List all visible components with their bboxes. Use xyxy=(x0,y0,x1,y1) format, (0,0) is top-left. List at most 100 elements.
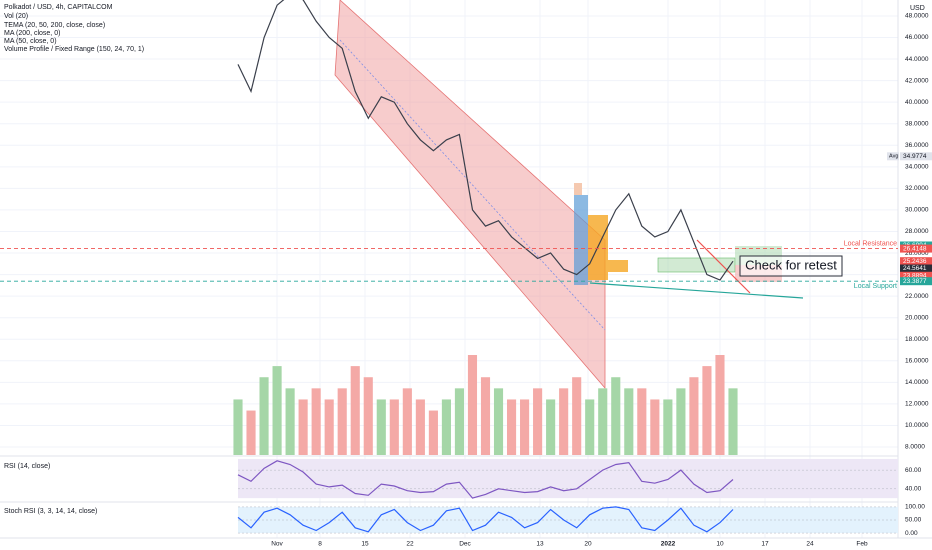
x-tick-label: 8 xyxy=(318,541,322,548)
volume-bar xyxy=(363,377,373,455)
legend-line: TEMA (20, 50, 200, close, close) xyxy=(4,22,105,29)
price-label-box xyxy=(900,271,932,280)
x-tick-label: Nov xyxy=(271,541,283,548)
volume-bar xyxy=(376,399,386,455)
volume-bar xyxy=(311,388,321,455)
price-label: 23.8894 xyxy=(903,273,927,280)
x-tick-label: 22 xyxy=(406,541,414,548)
note-box xyxy=(739,255,843,277)
legend-line: MA (50, close, 0) xyxy=(4,38,57,45)
volume-bar xyxy=(454,388,465,455)
avg-value: 34.9774 xyxy=(903,153,927,160)
volume-bar xyxy=(611,377,621,455)
y-tick-label: 8.0000 xyxy=(905,444,925,451)
price-label-box xyxy=(900,264,932,273)
y-tick-label: 46.0000 xyxy=(905,34,929,41)
legend-line: Polkadot / USD, 4h, CAPITALCOM xyxy=(4,4,113,11)
y-tick-label: 42.0000 xyxy=(905,77,929,84)
y-tick-label: 30.0000 xyxy=(905,207,929,214)
volume-bar xyxy=(520,399,530,455)
y-tick-label: 0.00 xyxy=(905,530,918,537)
volume-bar xyxy=(415,399,425,455)
volume-bar xyxy=(533,388,543,455)
legend-line: MA (200, close, 0) xyxy=(4,30,60,37)
stoch-title: Stoch RSI (3, 3, 14, 14, close) xyxy=(4,508,97,515)
y-tick-label: 40.0000 xyxy=(905,99,929,106)
volume-bar xyxy=(663,399,673,455)
annotation: Local Support xyxy=(854,283,897,290)
volume-bar xyxy=(233,399,243,455)
volume-bar xyxy=(467,355,478,455)
volume-bar xyxy=(441,399,451,455)
channel-mid xyxy=(339,39,606,331)
x-tick-label: 2022 xyxy=(661,541,676,548)
x-tick-label: 17 xyxy=(761,541,769,548)
x-tick-label: 10 xyxy=(716,541,724,548)
volume-bar xyxy=(337,388,347,455)
volume-bar xyxy=(715,355,725,455)
volume-bar xyxy=(650,399,660,455)
volume-bar xyxy=(728,388,738,455)
avg-label: Avg xyxy=(889,154,898,160)
y-tick-label: 32.0000 xyxy=(905,185,929,192)
y-tick-label: 36.0000 xyxy=(905,142,929,149)
volume-profile xyxy=(574,183,628,285)
volume-bar xyxy=(493,388,504,455)
y-tick-label: 14.0000 xyxy=(905,379,929,386)
volume-bar xyxy=(572,377,582,455)
y-tick-label: 12.0000 xyxy=(905,401,929,408)
y-tick-label: 100.00 xyxy=(905,504,925,511)
y-tick-label: 10.0000 xyxy=(905,422,929,429)
x-tick-label: Feb xyxy=(856,541,868,548)
volume-bar xyxy=(559,388,569,455)
y-tick-label: 26.0000 xyxy=(905,250,929,257)
price-label-box xyxy=(900,277,932,286)
y-tick-label: 48.0000 xyxy=(905,13,929,20)
avg-tag xyxy=(887,152,899,161)
y-tick-label: 20.0000 xyxy=(905,314,929,321)
x-tick-label: 20 xyxy=(584,541,592,548)
volume-bar xyxy=(702,366,712,455)
y-tick-label: 34.0000 xyxy=(905,164,929,171)
price-label-box xyxy=(900,257,932,266)
x-tick-label: Dec xyxy=(459,541,471,548)
trendline xyxy=(696,239,751,294)
pane-band xyxy=(238,458,898,499)
x-tick-label: 24 xyxy=(806,541,814,548)
y-tick-label: 28.0000 xyxy=(905,228,929,235)
volume-bar xyxy=(480,377,491,455)
y-tick-label: 38.0000 xyxy=(905,120,929,127)
y-tick-label: 44.0000 xyxy=(905,56,929,63)
y-tick-label: 60.00 xyxy=(905,467,922,474)
price-label: 26.4148 xyxy=(903,245,927,252)
currency: USD xyxy=(910,5,925,12)
rsi-title: RSI (14, close) xyxy=(4,463,50,470)
y-tick-label: 50.00 xyxy=(905,517,922,524)
note: Check for retest xyxy=(745,257,837,272)
volume-bar xyxy=(585,399,595,455)
volume-bar xyxy=(506,399,517,455)
volume-bar xyxy=(350,366,360,455)
y-tick-label: 22.0000 xyxy=(905,293,929,300)
volume-bar xyxy=(246,410,256,455)
price-line xyxy=(237,0,734,281)
legend-line: Vol (20) xyxy=(4,13,28,20)
volume-bar xyxy=(546,399,556,455)
volume-bar xyxy=(259,377,269,455)
price-label-box xyxy=(900,244,932,253)
legend-line: Volume Profile / Fixed Range (150, 24, 7… xyxy=(4,46,144,53)
volume-bar xyxy=(298,399,308,455)
y-tick-label: 16.0000 xyxy=(905,358,929,365)
volume-bar xyxy=(624,388,634,455)
legend: Polkadot / USD, 4h, CAPITALCOM Vol (20) … xyxy=(4,4,144,53)
zone xyxy=(657,257,736,273)
trendline xyxy=(589,282,804,299)
avg-box xyxy=(900,152,932,161)
price-label: 24.5641 xyxy=(903,265,927,272)
volume-bar xyxy=(285,388,295,455)
volume-bar xyxy=(324,399,334,455)
y-tick-label: 40.00 xyxy=(905,486,922,493)
volume-bar xyxy=(676,388,686,455)
x-tick-label: 13 xyxy=(536,541,544,548)
